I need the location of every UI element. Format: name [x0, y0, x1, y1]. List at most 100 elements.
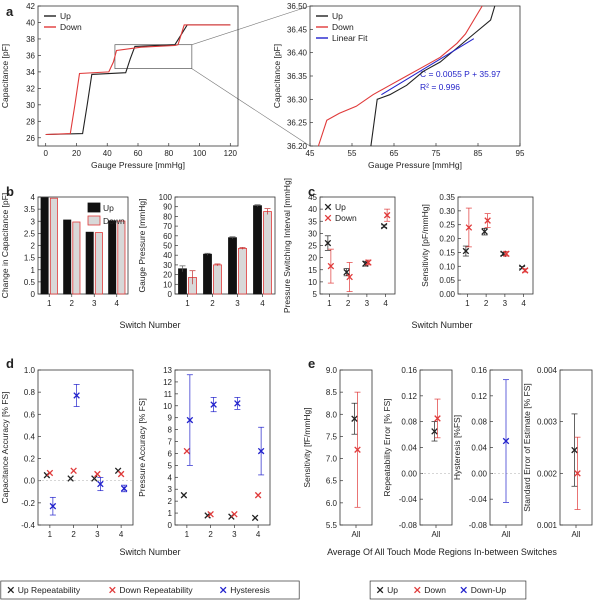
zoom-box: [114, 44, 193, 69]
y-tick-label: 38: [26, 35, 35, 44]
legend-label: Up: [60, 11, 71, 21]
y-tick-label: 7: [168, 438, 173, 447]
legend-label: Up Repeatability: [18, 585, 81, 595]
y-tick-label: 36.50: [287, 2, 308, 11]
x-tick-label: 65: [390, 149, 399, 158]
y-tick-label: 1.5: [24, 254, 36, 263]
y-tick-label: 36.40: [287, 49, 308, 58]
x-tick-label: 45: [306, 149, 315, 158]
switch-number-label-b: Switch Number: [119, 320, 180, 330]
x-axis-label: Gauge Pressure [mmHg]: [91, 160, 185, 170]
marker-up: [380, 222, 388, 230]
chart-d1: -0.4 -0.2 0.0 0.2 0.4 0.6 0.8 1.0 1 2 3 4 Capacitanc…: [0, 366, 134, 539]
bar-down: [94, 232, 103, 295]
y-tick-label: 0.003: [537, 418, 558, 427]
y-tick-label: 34: [26, 68, 35, 77]
x-tick-label: 4: [260, 299, 265, 308]
y-axis-label: Pressure Accuracy [% FS]: [137, 398, 147, 497]
y-tick-label: 36.25: [287, 119, 308, 128]
y-tick-label: 10: [163, 280, 172, 289]
chart-c1: 5 10 15 20 25 30 35 40 45 1 2 3 4 Pressure Switching …: [282, 178, 396, 313]
legend-b1: Up Down: [87, 202, 125, 226]
y-tick-label: 0.16: [471, 366, 487, 375]
marker-down-repeatability: [70, 467, 77, 475]
y-tick-label: 15: [308, 266, 317, 275]
marker-up-repeatability: [180, 491, 188, 499]
y-tick-label: 0.25: [439, 221, 455, 230]
bar-up: [228, 237, 237, 295]
marker-up: [351, 415, 358, 422]
series-line-down: [317, 5, 483, 147]
plot-frame: [37, 369, 134, 526]
bar-up: [203, 253, 212, 295]
y-tick-label: 0.05: [439, 276, 455, 285]
y-tick-label: 0.12: [471, 392, 487, 401]
legend-label: Hysteresis: [230, 585, 270, 595]
marker-hysteresis: [120, 485, 128, 492]
y-tick-label: 1: [31, 266, 36, 275]
marker-up-repeatability: [67, 475, 74, 482]
legend-label: Down: [60, 22, 82, 32]
marker-down-repeatability: [94, 470, 101, 478]
y-tick-label: 8.0: [326, 410, 338, 419]
x-tick-label: 75: [432, 149, 441, 158]
legend-marker: [324, 214, 332, 222]
panel-letter-e: e: [308, 356, 315, 371]
y-tick-label: 0.002: [537, 469, 558, 478]
marker-up: [518, 264, 526, 271]
series-line-up: [370, 5, 496, 147]
legend-marker: [460, 586, 467, 594]
y-tick-label: 0.20: [439, 235, 455, 244]
y-axis-label: Capacitance [pF]: [0, 44, 10, 108]
y-tick-label: 5: [168, 461, 173, 470]
x-tick-label: 2: [70, 299, 75, 308]
y-tick-label: 6: [168, 449, 173, 458]
y-tick-label: 0.8: [24, 388, 36, 397]
switch-number-label-c: Switch Number: [411, 320, 472, 330]
legend-marker: [219, 586, 227, 594]
y-tick-label: 36.35: [287, 72, 308, 81]
chart-e1: 5.5 6.0 6.5 7.0 7.5 8.0 8.5 9.0 All Sensitivity […: [302, 366, 373, 539]
chart-e3: -0.08 -0.04 0.00 0.04 0.08 0.12 0.16 All Hystere…: [452, 366, 523, 539]
y-tick-label: -0.4: [21, 521, 35, 530]
marker-hysteresis: [210, 401, 217, 408]
y-tick-label: -0.04: [469, 495, 488, 504]
marker-hysteresis: [186, 416, 194, 424]
x-tick-label: 40: [103, 149, 112, 158]
marker-hysteresis: [73, 392, 80, 399]
y-tick-label: 1.0: [24, 366, 36, 375]
marker-hysteresis: [234, 400, 241, 407]
x-tick-label: 3: [92, 299, 97, 308]
plot-frame: [174, 369, 271, 526]
marker-down-repeatability: [254, 491, 262, 499]
x-tick-label: 1: [185, 530, 190, 539]
zoom-connector: [191, 5, 311, 45]
marker-down: [434, 415, 441, 422]
y-tick-label: 40: [26, 18, 35, 27]
x-tick-label: 1: [185, 299, 190, 308]
y-tick-label: 20: [163, 271, 172, 280]
series-line-linear-fit: [381, 38, 475, 96]
marker-down-repeatability: [207, 511, 214, 518]
x-tick-label: 1: [48, 530, 53, 539]
bar-up: [63, 219, 72, 295]
marker-down-up: [502, 437, 510, 445]
y-tick-label: 4: [31, 193, 36, 202]
y-axis-label: Hysteresis [%FS]: [452, 415, 462, 480]
y-tick-label: 0.12: [401, 392, 417, 401]
bar-up: [40, 197, 49, 295]
y-tick-label: 60: [163, 232, 172, 241]
x-tick-label: All: [572, 530, 581, 539]
x-tick-label: 95: [516, 149, 525, 158]
marker-up-repeatability: [251, 514, 259, 522]
y-tick-label: 13: [163, 366, 172, 375]
plot-frame: [559, 369, 593, 526]
y-tick-label: 0.10: [439, 262, 455, 271]
marker-hysteresis: [49, 502, 57, 510]
panel-letter-d: d: [6, 356, 14, 371]
